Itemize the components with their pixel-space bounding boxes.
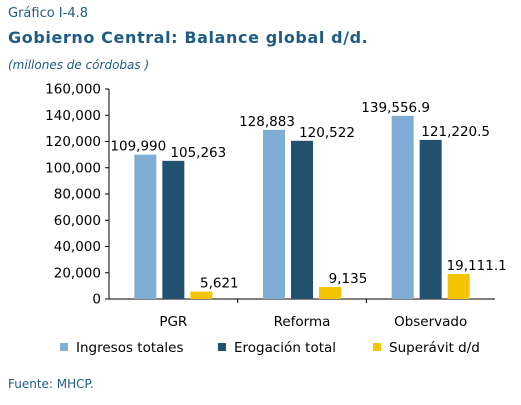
bar-0-1 (263, 129, 285, 299)
bar-1-1 (291, 140, 313, 299)
chart-title: Gobierno Central: Balance global d/d. (8, 28, 369, 47)
bar-2-2 (447, 273, 470, 299)
bar-2-1 (319, 287, 341, 299)
legend-label: Superávit d/d (389, 340, 480, 356)
legend-swatch-1 (218, 343, 226, 351)
data-label: 5,621 (200, 276, 239, 292)
data-label: 109,990 (110, 139, 166, 155)
bar-0-0 (134, 154, 157, 299)
data-label: 105,263 (170, 145, 226, 161)
data-label: 120,522 (299, 125, 355, 141)
x-tick-label: PGR (159, 314, 187, 330)
y-tick-label: 80,000 (54, 187, 101, 203)
bar-2-0 (190, 291, 213, 299)
y-tick-label: 60,000 (54, 213, 101, 229)
y-tick-label: 100,000 (45, 160, 101, 176)
y-tick-label: 20,000 (54, 265, 101, 281)
data-label: 19,111.1 (447, 258, 507, 274)
legend-label: Erogación total (234, 340, 336, 356)
x-tick-label: Reforma (274, 314, 331, 330)
data-label: 121,220.5 (421, 124, 490, 140)
data-label: 9,135 (329, 271, 368, 287)
bar-0-2 (391, 115, 414, 299)
y-tick-label: 40,000 (54, 239, 101, 255)
legend-swatch-0 (60, 343, 68, 351)
y-tick-label: 120,000 (45, 134, 101, 150)
bar-1-2 (419, 139, 442, 299)
legend-label: Ingresos totales (76, 340, 184, 356)
y-tick-label: 140,000 (45, 108, 101, 124)
chart-subtitle: (millones de córdobas ) (8, 58, 150, 72)
source-note: Fuente: MHCP. (8, 377, 94, 391)
y-tick-label: 0 (92, 292, 101, 308)
legend-swatch-2 (373, 343, 381, 351)
data-label: 139,556.9 (361, 100, 430, 116)
y-tick-label: 160,000 (45, 82, 101, 98)
x-tick-label: Observado (394, 314, 467, 330)
data-label: 128,883 (239, 114, 295, 130)
bar-1-0 (162, 160, 185, 299)
chart-kicker: Gráfico I-4.8 (8, 6, 89, 21)
